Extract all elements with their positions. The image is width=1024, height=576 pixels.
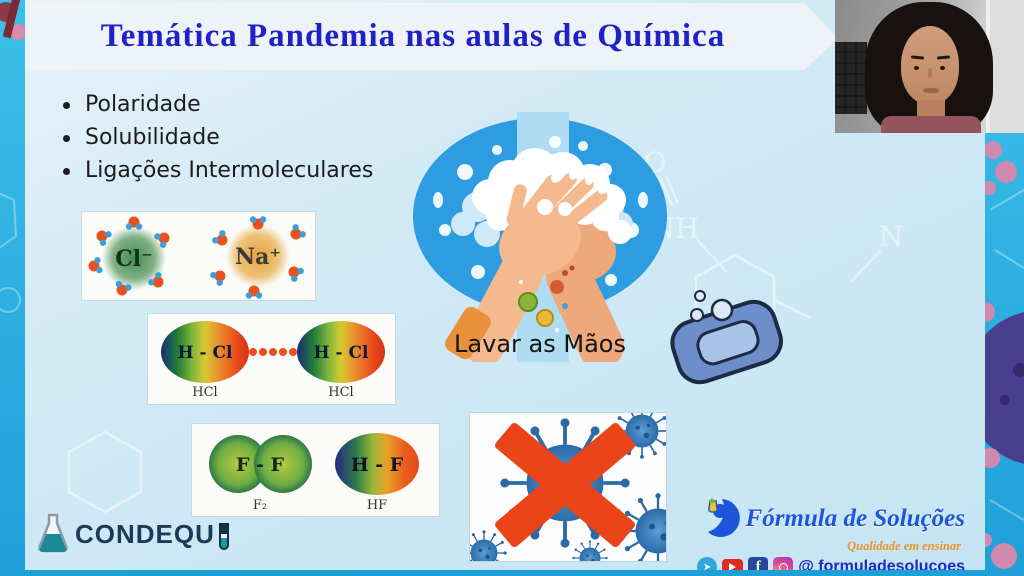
chloride-ion — [102, 226, 166, 290]
telegram-icon[interactable]: ➤ — [697, 557, 718, 570]
svg-text:H - Cl: H - Cl — [178, 343, 233, 363]
svg-text:H - Cl: H - Cl — [314, 343, 369, 363]
eye — [940, 66, 945, 70]
handwash-caption: Lavar as Mãos — [454, 330, 626, 358]
shirt — [881, 116, 981, 133]
neck — [917, 100, 945, 120]
list-item: Solubilidade — [55, 121, 373, 154]
molecule-polarity-diagram: F - F F₂ H - F HF — [192, 424, 439, 516]
social-handle: @ formuladesoluçoes — [798, 558, 965, 570]
dipole-dots — [249, 348, 297, 356]
condequi-label: CONDEQU — [75, 519, 215, 549]
brand-name: Fórmula de Soluções — [745, 505, 965, 532]
hf-caption: HF — [367, 498, 387, 513]
sodium-ion — [226, 224, 290, 288]
slide-title: Temática Pandemia nas aulas de Química — [100, 18, 726, 54]
youtube-icon[interactable] — [722, 559, 744, 570]
test-tube-icon — [218, 523, 229, 550]
brand-icon — [707, 498, 740, 537]
hcl-molecule-right — [297, 321, 385, 383]
hcl-caption: HCl — [328, 385, 353, 400]
social-links: ➤ f @ formuladesoluçoes — [697, 557, 965, 570]
no-virus-illustration — [460, 402, 697, 570]
f2-molecule: F - F — [209, 435, 312, 493]
f2-caption: F₂ — [253, 498, 267, 513]
red-x-mark — [495, 422, 635, 548]
condequi-logo: CONDEQU — [35, 512, 229, 554]
photo-collage — [835, 42, 867, 114]
presentation-slide: O NH N Temática Pandemia nas aulas de Qu… — [25, 0, 985, 570]
list-item: Polaridade — [55, 88, 373, 121]
hf-molecule: H - F — [335, 433, 419, 495]
nose — [928, 68, 932, 78]
facebook-icon[interactable]: f — [748, 557, 769, 570]
formula-de-solucoes-logo: Fórmula de Soluções Qualidade em ensinar… — [697, 497, 965, 570]
watermark-n: N — [879, 220, 904, 253]
chloride-label: Cl⁻ — [115, 246, 152, 272]
svg-text:H - F: H - F — [351, 454, 404, 476]
sodium-label: Na⁺ — [235, 244, 281, 270]
fingernails — [551, 170, 606, 194]
list-item: Ligações Intermoleculares — [55, 154, 373, 187]
topic-list: Polaridade Solubilidade Ligações Intermo… — [55, 88, 373, 187]
instagram-icon[interactable] — [773, 557, 794, 570]
ion-hydration-diagram: Cl⁻ Na⁺ — [82, 212, 315, 300]
lips — [923, 88, 939, 93]
background-blobs — [0, 0, 26, 40]
dipole-interaction-diagram: H - Cl H - Cl HCl HCl — [148, 314, 395, 404]
germs — [518, 265, 575, 332]
svg-text:F - F: F - F — [236, 454, 285, 476]
hcl-molecule-left — [161, 321, 249, 383]
brand-tagline: Qualidade em ensinar — [847, 539, 961, 553]
handwashing-illustration — [413, 112, 667, 362]
eye — [914, 66, 919, 70]
title-banner: Temática Pandemia nas aulas de Química — [28, 3, 838, 70]
flask-icon — [38, 513, 68, 553]
hcl-caption: HCl — [192, 385, 217, 400]
soap-illustration — [670, 290, 783, 385]
presenter-webcam — [835, 0, 1024, 133]
